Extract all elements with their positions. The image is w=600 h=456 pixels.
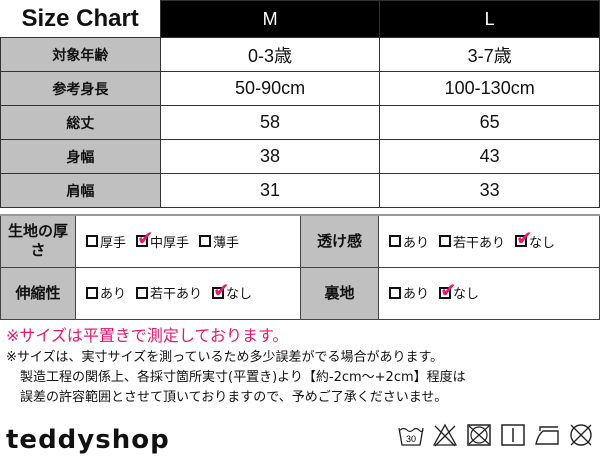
option-label: あり: [403, 235, 430, 251]
unchecked-box-icon[interactable]: [389, 235, 401, 247]
fabric-features-table: 生地の厚さ 厚手 ✔ 中厚手 薄手 透け感 あり 若干あり ✔ なし 伸縮性 あり 若干あり ✔…: [0, 214, 600, 320]
care-icons: 30: [398, 423, 594, 447]
checkmark-icon: ✔: [516, 226, 533, 250]
checked-box-icon[interactable]: ✔: [515, 228, 533, 248]
cell-m: 0-3歳: [159, 37, 381, 72]
option-label: なし: [453, 287, 480, 303]
checkbox-option[interactable]: 若干あり: [136, 283, 202, 302]
checked-box-icon[interactable]: ✔: [136, 228, 154, 248]
unchecked-box-icon[interactable]: [199, 235, 212, 247]
unchecked-box-icon[interactable]: [86, 235, 98, 247]
iron-low-icon: [535, 426, 559, 445]
table-row: 対象年齢 0-3歳 3-7歳: [0, 37, 600, 72]
row-label: 肩幅: [0, 173, 161, 208]
size-chart-table: Size Chart M L 対象年齢 0-3歳 3-7歳 参考身長 50-90cm 1…: [0, 0, 600, 208]
row-label: 対象年齢: [0, 37, 161, 72]
thickness-options: 厚手 ✔ 中厚手 薄手: [75, 214, 301, 268]
cell-l: 33: [379, 173, 600, 208]
checkbox-option[interactable]: ✔ 中厚手: [136, 228, 190, 251]
option-label: 中厚手: [150, 235, 190, 251]
option-label: なし: [226, 287, 253, 303]
size-m-header: M: [159, 0, 381, 38]
option-label: 若干あり: [453, 235, 506, 251]
cell-l: 43: [379, 139, 600, 174]
table-row: 総丈 58 65: [0, 105, 600, 140]
size-l-header: L: [379, 0, 600, 38]
sheerness-options: あり 若干あり ✔ なし: [378, 214, 600, 268]
no-bleach-icon: [432, 423, 458, 447]
sheerness-label: 透け感: [300, 214, 379, 268]
cell-m: 31: [159, 173, 381, 208]
lining-label: 裏地: [300, 266, 379, 320]
stretch-label: 伸縮性: [0, 266, 76, 320]
unchecked-box-icon[interactable]: [439, 235, 452, 247]
cell-m: 58: [159, 105, 381, 140]
table-row: 参考身長 50-90cm 100-130cm: [0, 71, 600, 106]
cell-m: 38: [159, 139, 381, 174]
table-row: 身幅 38 43: [0, 139, 600, 174]
svg-text:30: 30: [406, 434, 416, 444]
checked-box-icon[interactable]: ✔: [212, 280, 230, 300]
option-label: なし: [529, 235, 556, 251]
table-row: 肩幅 31 33: [0, 173, 600, 208]
option-label: 若干あり: [150, 287, 203, 303]
checkmark-icon: ✔: [137, 226, 154, 250]
option-label: あり: [100, 287, 127, 303]
line-dry-icon: [501, 424, 525, 446]
option-label: 厚手: [100, 235, 127, 251]
measurement-note: ※サイズは平置きで測定しております。: [6, 326, 289, 345]
stretch-options: あり 若干あり ✔ なし: [75, 266, 301, 320]
brand-logo: teddyshop: [6, 425, 170, 455]
no-tumble-dry-icon: [467, 424, 491, 446]
note-line-3: 誤差の許容範囲とさせて頂いておりますので、予めご了承くださいませ。: [20, 390, 448, 405]
size-header-row: Size Chart M L: [0, 0, 600, 38]
option-label: あり: [403, 287, 430, 303]
checkbox-option[interactable]: あり: [389, 232, 429, 251]
lining-options: あり ✔ なし: [378, 266, 600, 320]
thickness-label: 生地の厚さ: [0, 214, 76, 268]
checkbox-option[interactable]: あり: [86, 283, 126, 302]
cell-l: 3-7歳: [379, 37, 600, 72]
checkbox-option[interactable]: ✔ なし: [212, 280, 253, 303]
checkbox-option[interactable]: 薄手: [199, 232, 239, 251]
row-label: 身幅: [0, 139, 161, 174]
wash-30-icon: 30: [398, 427, 424, 446]
cell-l: 65: [379, 105, 600, 140]
row-label: 参考身長: [0, 71, 161, 106]
row-label: 総丈: [0, 105, 161, 140]
note-line-2: 製造工程の関係上、各採寸箇所実寸(平置き)より【約-2cm〜+2cm】程度は: [20, 370, 466, 385]
checkbox-option[interactable]: ✔ なし: [515, 228, 556, 251]
checkbox-option[interactable]: あり: [389, 283, 429, 302]
table-row: 伸縮性 あり 若干あり ✔ なし 裏地 あり ✔ なし: [0, 266, 600, 320]
option-label: 薄手: [213, 235, 240, 251]
cell-l: 100-130cm: [379, 71, 600, 106]
no-dry-clean-icon: [570, 424, 592, 446]
checkmark-icon: ✔: [213, 277, 230, 302]
checkbox-option[interactable]: 厚手: [86, 232, 126, 251]
checkbox-option[interactable]: 若干あり: [439, 232, 505, 251]
unchecked-box-icon[interactable]: [86, 286, 98, 299]
unchecked-box-icon[interactable]: [389, 286, 401, 299]
cell-m: 50-90cm: [159, 71, 381, 106]
checkmark-icon: ✔: [440, 277, 457, 302]
unchecked-box-icon[interactable]: [136, 286, 149, 299]
checked-box-icon[interactable]: ✔: [439, 280, 457, 300]
note-line-1: ※サイズは、実寸サイズを測っているため多少誤差がでる場合があります。: [6, 350, 444, 365]
table-row: 生地の厚さ 厚手 ✔ 中厚手 薄手 透け感 あり 若干あり ✔ なし: [0, 214, 600, 268]
checkbox-option[interactable]: ✔ なし: [439, 280, 480, 303]
size-chart-title: Size Chart: [0, 0, 161, 38]
